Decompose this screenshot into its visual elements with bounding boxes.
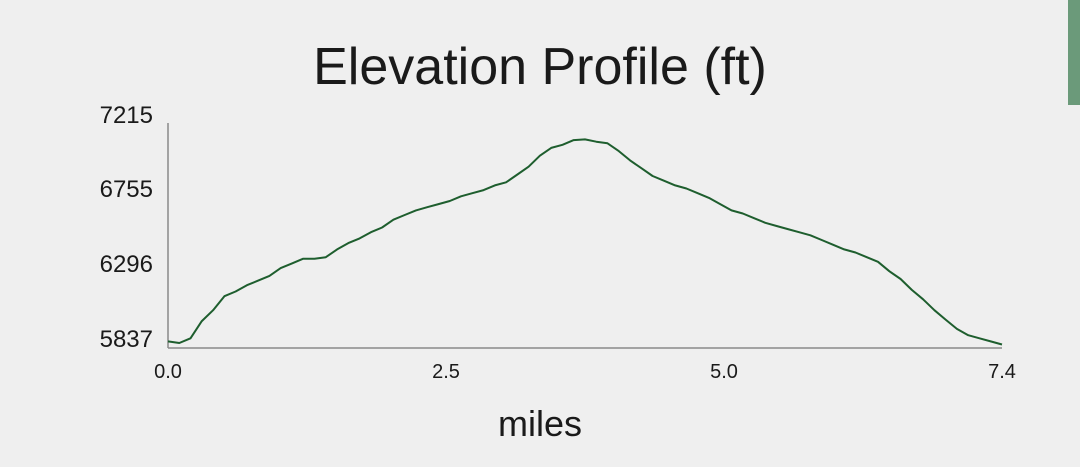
x-tick-label: 5.0: [710, 361, 738, 383]
accent-bar: [1068, 0, 1080, 105]
chart-title: Elevation Profile (ft): [313, 38, 767, 96]
x-tick-label: 7.4: [988, 361, 1016, 383]
y-tick-label: 5837: [100, 326, 153, 353]
y-tick-label: 7215: [100, 102, 153, 129]
y-tick-label: 6296: [100, 251, 153, 278]
x-tick-label: 0.0: [154, 361, 182, 383]
x-tick-label: 2.5: [432, 361, 460, 383]
series-layer: [167, 138, 1003, 346]
y-tick-label: 6755: [100, 176, 153, 203]
x-axis-label: miles: [498, 403, 582, 444]
elevation-series-line: [167, 138, 1003, 346]
